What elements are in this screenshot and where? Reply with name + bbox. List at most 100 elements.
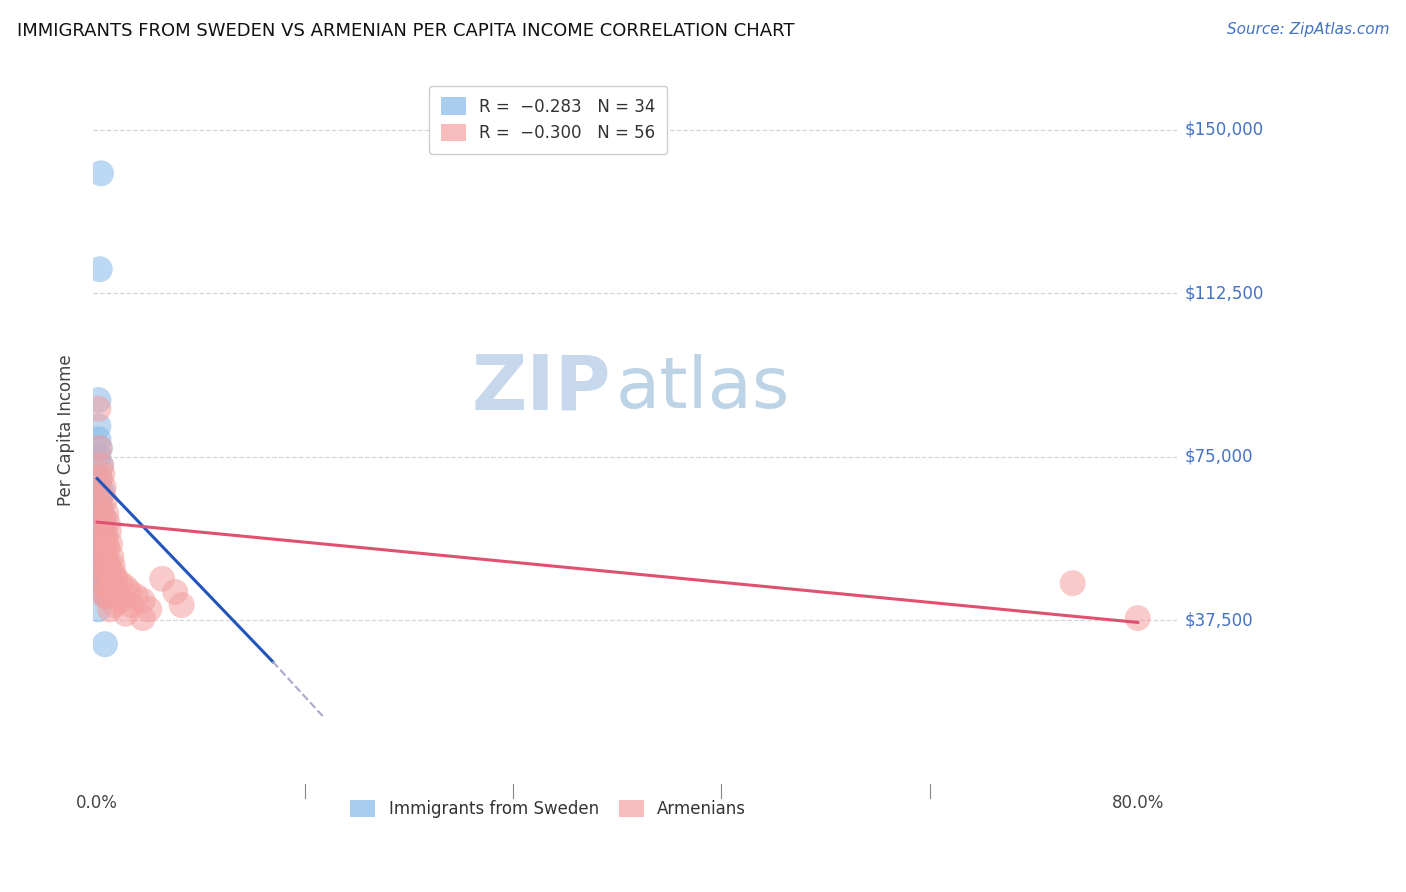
Point xyxy=(96,554,118,568)
Text: Source: ZipAtlas.com: Source: ZipAtlas.com xyxy=(1226,22,1389,37)
Point xyxy=(105,581,128,595)
Point xyxy=(94,528,117,542)
Point xyxy=(91,546,114,560)
Point xyxy=(93,510,115,524)
Point xyxy=(90,549,112,564)
Point xyxy=(89,541,111,556)
Text: IMMIGRANTS FROM SWEDEN VS ARMENIAN PER CAPITA INCOME CORRELATION CHART: IMMIGRANTS FROM SWEDEN VS ARMENIAN PER C… xyxy=(17,22,794,40)
Point xyxy=(90,524,112,538)
Point xyxy=(1126,611,1149,625)
Point xyxy=(94,558,117,573)
Point xyxy=(90,458,112,473)
Point xyxy=(90,563,112,577)
Point xyxy=(90,458,112,473)
Point xyxy=(100,576,122,591)
Point xyxy=(103,598,125,612)
Point xyxy=(114,581,136,595)
Point xyxy=(89,493,111,508)
Point xyxy=(150,572,173,586)
Point xyxy=(89,502,111,516)
Point xyxy=(1062,576,1084,591)
Point xyxy=(101,558,124,573)
Point xyxy=(91,467,114,482)
Text: atlas: atlas xyxy=(616,354,790,423)
Point xyxy=(91,484,114,499)
Point xyxy=(91,576,114,591)
Point xyxy=(94,528,117,542)
Point xyxy=(87,533,110,547)
Point xyxy=(93,576,115,591)
Point xyxy=(89,471,111,485)
Point xyxy=(104,572,127,586)
Point xyxy=(89,541,111,556)
Point xyxy=(138,602,160,616)
Point xyxy=(120,598,142,612)
Point xyxy=(97,524,120,538)
Point xyxy=(87,432,110,446)
Point xyxy=(94,493,117,508)
Point xyxy=(131,611,153,625)
Point xyxy=(100,549,122,564)
Text: $150,000: $150,000 xyxy=(1185,120,1264,139)
Point xyxy=(96,515,118,529)
Point xyxy=(118,585,141,599)
Point xyxy=(107,589,129,603)
Point xyxy=(111,593,134,607)
Point xyxy=(94,589,117,603)
Point xyxy=(87,450,110,464)
Point xyxy=(96,567,118,582)
Point xyxy=(89,572,111,586)
Point xyxy=(91,563,114,577)
Point xyxy=(89,441,111,455)
Point xyxy=(93,546,115,560)
Point xyxy=(87,558,110,573)
Point xyxy=(96,507,118,521)
Point xyxy=(87,602,110,616)
Point xyxy=(98,537,121,551)
Point xyxy=(89,471,111,485)
Point xyxy=(91,537,114,551)
Point xyxy=(97,589,120,603)
Point xyxy=(125,589,148,603)
Point xyxy=(90,502,112,516)
Point xyxy=(93,519,115,533)
Point xyxy=(114,607,136,621)
Text: $75,000: $75,000 xyxy=(1185,448,1254,466)
Legend: Immigrants from Sweden, Armenians: Immigrants from Sweden, Armenians xyxy=(343,793,752,825)
Point xyxy=(98,563,121,577)
Text: $112,500: $112,500 xyxy=(1185,285,1264,302)
Point xyxy=(90,489,112,503)
Point xyxy=(90,166,112,180)
Point xyxy=(87,419,110,434)
Point xyxy=(94,567,117,582)
Point xyxy=(87,401,110,416)
Point xyxy=(89,262,111,277)
Text: ZIP: ZIP xyxy=(471,351,612,425)
Point xyxy=(103,567,125,582)
Point xyxy=(87,480,110,494)
Point xyxy=(89,441,111,455)
Point xyxy=(93,480,115,494)
Point xyxy=(91,519,114,533)
Point xyxy=(94,637,117,651)
Point xyxy=(96,589,118,603)
Point xyxy=(91,510,114,524)
Point xyxy=(165,585,187,599)
Point xyxy=(101,585,124,599)
Point xyxy=(90,585,112,599)
Point xyxy=(96,541,118,556)
Point xyxy=(98,602,121,616)
Point xyxy=(90,533,112,547)
Point xyxy=(131,593,153,607)
Point xyxy=(93,554,115,568)
Point xyxy=(170,598,193,612)
Point xyxy=(87,393,110,408)
Point xyxy=(97,558,120,573)
Point xyxy=(87,507,110,521)
Point xyxy=(93,585,115,599)
Text: $37,500: $37,500 xyxy=(1185,611,1254,629)
Point xyxy=(89,515,111,529)
Point xyxy=(110,576,132,591)
Y-axis label: Per Capita Income: Per Capita Income xyxy=(58,355,75,507)
Point xyxy=(96,581,118,595)
